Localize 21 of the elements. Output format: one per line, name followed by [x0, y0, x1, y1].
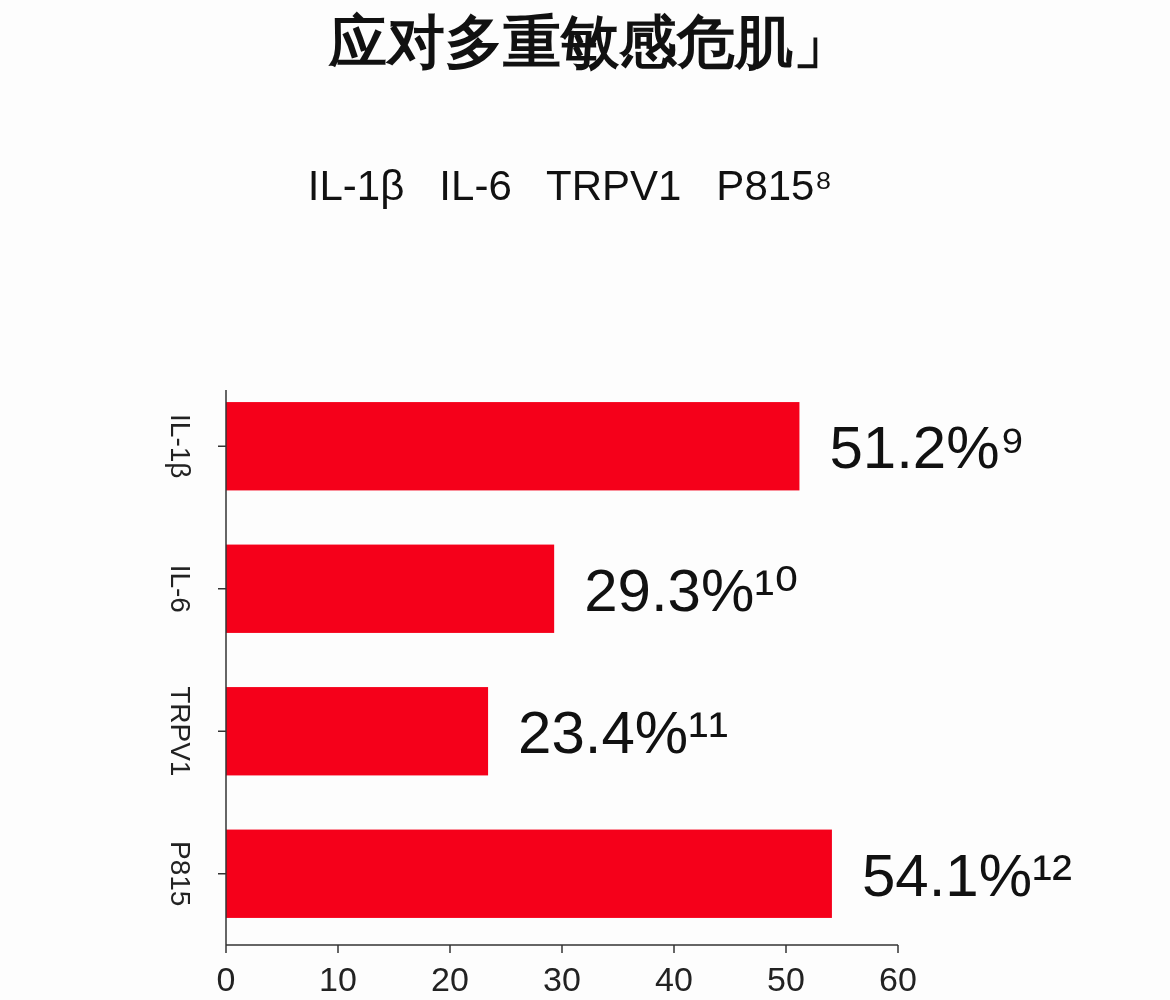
bar: [226, 829, 832, 918]
bar: [226, 544, 555, 633]
x-tick-label: 60: [879, 960, 917, 998]
y-tick-label: P815: [165, 841, 196, 907]
x-tick-label: 0: [216, 960, 236, 998]
chart-title: 应对多重敏感危肌」: [328, 8, 851, 76]
x-tick-label: 20: [431, 960, 469, 998]
x-tick-label: 10: [319, 960, 357, 998]
y-tick-label: IL-6: [165, 564, 196, 613]
bar: [226, 687, 489, 776]
y-tick-label: IL-1β: [165, 414, 196, 479]
data-label: 51.2%⁹: [829, 414, 1026, 482]
data-label: 29.3%¹⁰: [584, 556, 799, 624]
x-tick-label: 30: [543, 960, 581, 998]
data-label: 54.1%¹²: [861, 841, 1073, 909]
data-label: 23.4%¹¹: [518, 699, 729, 767]
bar: [226, 402, 800, 491]
y-tick-label: TRPV1: [165, 686, 196, 777]
x-tick-label: 40: [655, 960, 693, 998]
x-tick-label: 50: [767, 960, 805, 998]
chart-subtitle: IL-1β IL-6 TRPV1 P815⁸: [307, 162, 833, 209]
